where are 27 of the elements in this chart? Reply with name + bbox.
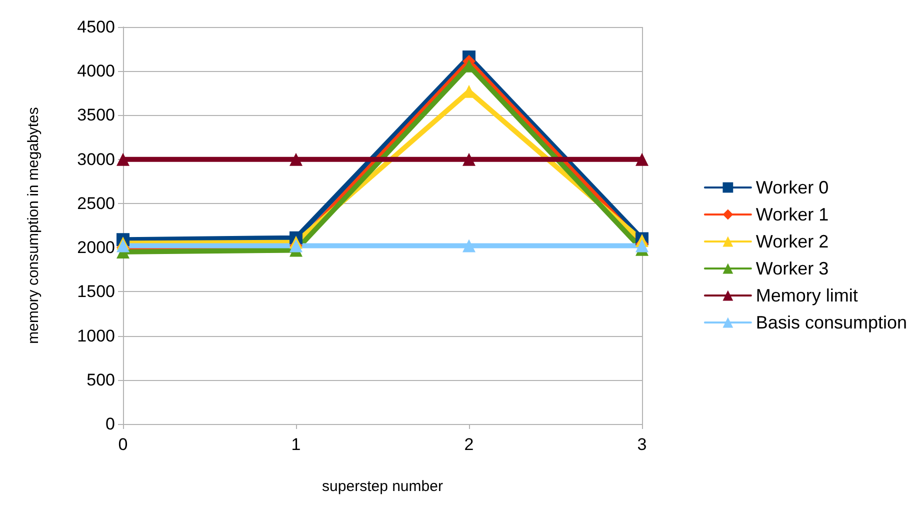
- legend-label: Memory limit: [756, 286, 858, 306]
- y-axis-title: memory consumption in megabytes: [25, 107, 42, 344]
- y-tick-label: 2500: [77, 194, 115, 213]
- legend-label: Worker 1: [756, 204, 829, 224]
- y-tick-label: 4000: [77, 62, 115, 81]
- x-tick-label: 2: [464, 435, 474, 454]
- y-tick-label: 2000: [77, 238, 115, 258]
- x-axis-title: superstep number: [322, 478, 443, 495]
- x-tick-label: 3: [637, 435, 647, 454]
- point: [636, 152, 648, 166]
- y-tick-label: 500: [86, 370, 115, 390]
- legend-label: Worker 3: [756, 258, 829, 278]
- y-tick-label: 3500: [77, 106, 115, 125]
- point: [462, 239, 476, 252]
- x-tick-label: 1: [291, 435, 301, 454]
- y-tick-label: 1500: [77, 282, 115, 302]
- y-tick-label: 1000: [77, 326, 115, 346]
- y-tick-label: 0: [106, 414, 115, 434]
- legend-label: Basis consumption: [756, 312, 908, 332]
- point: [462, 152, 476, 166]
- legend-label: Worker 0: [756, 178, 829, 198]
- legend-label: Worker 2: [756, 232, 829, 252]
- y-tick-label: 4500: [77, 18, 115, 36]
- point: [290, 152, 302, 166]
- point: [116, 152, 130, 166]
- y-tick-label: 3000: [77, 150, 115, 169]
- x-tick-label: 0: [118, 435, 128, 454]
